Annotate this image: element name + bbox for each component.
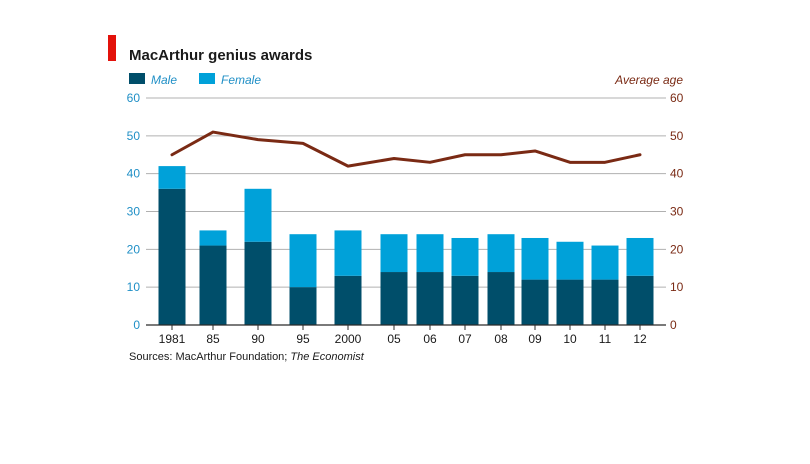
- x-tick-label: 12: [633, 332, 647, 346]
- bar-female: [416, 234, 444, 273]
- bar-male: [416, 272, 444, 325]
- y2-tick-label: 50: [670, 129, 684, 143]
- x-tick-label: 90: [251, 332, 265, 346]
- bar-female: [521, 237, 549, 280]
- bar-female: [487, 234, 515, 273]
- bar-female: [626, 237, 654, 276]
- y-tick-label: 40: [127, 167, 141, 181]
- bar-male: [380, 272, 408, 325]
- average-age-line: [170, 130, 642, 168]
- legend-swatch-female: [199, 73, 215, 84]
- left-axis-ticks: 0 10 20 30 40 50 60: [127, 91, 141, 332]
- y-tick-label: 50: [127, 129, 141, 143]
- source-note: Sources: MacArthur Foundation; The Econo…: [129, 351, 365, 363]
- x-tick-label: 95: [296, 332, 310, 346]
- bar-female: [591, 245, 619, 280]
- right-axis-label: Average age: [614, 73, 683, 87]
- bar-male: [556, 279, 584, 325]
- bar-male: [244, 241, 272, 325]
- y2-tick-label: 0: [670, 318, 677, 332]
- bar-male: [158, 188, 186, 325]
- x-tick-label: 2000: [335, 332, 362, 346]
- y-tick-label: 20: [127, 242, 141, 256]
- source-italic: The Economist: [290, 351, 364, 363]
- y-tick-label: 30: [127, 205, 141, 219]
- y2-tick-label: 10: [670, 280, 684, 294]
- bar-female: [380, 234, 408, 273]
- x-tick-label: 11: [599, 332, 612, 346]
- y2-tick-label: 60: [670, 91, 684, 105]
- x-tick-label: 08: [494, 332, 508, 346]
- x-tick-label: 10: [563, 332, 577, 346]
- x-tick-label: 1981: [159, 332, 186, 346]
- x-tick-label: 05: [387, 332, 401, 346]
- bar-female: [244, 188, 272, 242]
- bar-female: [158, 166, 186, 189]
- bar-male: [451, 275, 479, 325]
- bar-male: [591, 279, 619, 325]
- bar-female: [334, 230, 362, 276]
- right-axis-ticks: 0 10 20 30 40 50 60: [670, 91, 684, 332]
- y-tick-label: 10: [127, 280, 141, 294]
- y2-tick-label: 20: [670, 242, 684, 256]
- bar-male: [626, 275, 654, 325]
- bar-female: [199, 230, 227, 246]
- source-prefix: Sources: MacArthur Foundation;: [129, 351, 290, 363]
- y-tick-label: 60: [127, 91, 141, 105]
- x-tick-label: 06: [423, 332, 437, 346]
- legend-label-female: Female: [221, 73, 261, 87]
- x-tick-label: 07: [458, 332, 472, 346]
- x-tick-label: 85: [206, 332, 220, 346]
- bar-female: [289, 234, 317, 288]
- bar-female: [451, 237, 479, 276]
- bars: [146, 166, 666, 326]
- bar-female: [556, 241, 584, 280]
- x-tick-label: 09: [528, 332, 542, 346]
- y-tick-label: 0: [133, 318, 140, 332]
- y2-tick-label: 30: [670, 205, 684, 219]
- legend-label-male: Male: [151, 73, 177, 87]
- y2-tick-label: 40: [670, 167, 684, 181]
- bar-male: [199, 245, 227, 325]
- average-age-line-layer: [170, 130, 642, 168]
- bar-male: [521, 279, 549, 325]
- bar-male: [334, 275, 362, 325]
- bar-male: [487, 272, 515, 325]
- chart-title: MacArthur genius awards: [129, 47, 312, 64]
- x-axis-ticks: 1981 85 90 95 2000 05 06 07 08 09 10 11 12: [159, 325, 647, 346]
- legend-swatch-male: [129, 73, 145, 84]
- bar-male: [289, 287, 317, 325]
- accent-bar: [108, 35, 116, 61]
